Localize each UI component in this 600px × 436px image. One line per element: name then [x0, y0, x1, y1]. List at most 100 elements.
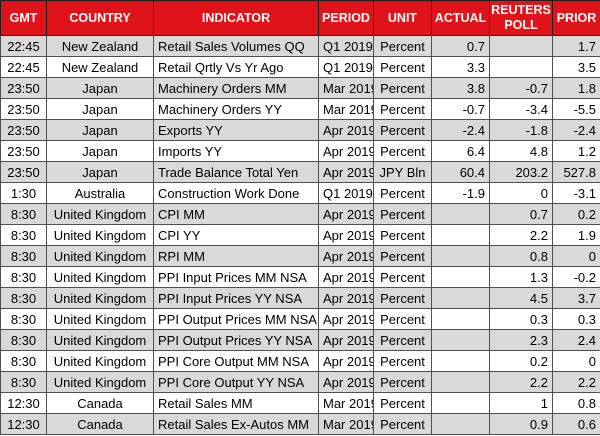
table-header-row: GMT COUNTRY INDICATOR PERIOD UNIT ACTUAL…: [0, 0, 600, 36]
cell-gmt: 12:30: [0, 392, 47, 414]
table-row: 8:30 United Kingdom CPI MM Apr 2019 Percent 0…: [0, 203, 600, 225]
cell-indicator: Retail Sales Ex-Autos MM: [153, 413, 319, 435]
cell-gmt: 8:30: [0, 371, 47, 393]
column-header-reuters-poll: REUTERS POLL: [489, 0, 553, 36]
cell-country: United Kingdom: [46, 245, 154, 267]
cell-unit: Percent: [373, 308, 432, 330]
table-row: 23:50 Japan Machinery Orders MM Mar 2019 Per…: [0, 77, 600, 99]
cell-indicator: Exports YY: [153, 119, 319, 141]
cell-gmt: 8:30: [0, 245, 47, 267]
cell-actual: 3.3: [431, 56, 490, 78]
cell-gmt: 22:45: [0, 35, 47, 57]
cell-actual: [431, 266, 490, 288]
cell-unit: Percent: [373, 35, 432, 57]
table-row: 12:30 Canada Retail Sales Ex-Autos MM Mar 2…: [0, 413, 600, 435]
cell-period: Mar 2019: [318, 392, 374, 414]
cell-prior: 0.3: [552, 308, 600, 330]
table-row: 1:30 Australia Construction Work Done Q1 20…: [0, 182, 600, 204]
cell-reuters-poll: 0.3: [489, 308, 553, 330]
cell-indicator: Trade Balance Total Yen: [153, 161, 319, 183]
cell-unit: Percent: [373, 77, 432, 99]
cell-country: United Kingdom: [46, 329, 154, 351]
cell-prior: 0.6: [552, 413, 600, 435]
cell-prior: 2.2: [552, 371, 600, 393]
cell-actual: [431, 350, 490, 372]
cell-gmt: 23:50: [0, 98, 47, 120]
cell-unit: Percent: [373, 98, 432, 120]
cell-gmt: 8:30: [0, 266, 47, 288]
cell-period: Q1 2019: [318, 56, 374, 78]
cell-country: Japan: [46, 140, 154, 162]
cell-prior: 2.4: [552, 329, 600, 351]
cell-unit: Percent: [373, 140, 432, 162]
cell-unit: Percent: [373, 119, 432, 141]
cell-prior: 1.9: [552, 224, 600, 246]
cell-reuters-poll: [489, 56, 553, 78]
cell-gmt: 8:30: [0, 308, 47, 330]
cell-prior: 1.8: [552, 77, 600, 99]
table-row: 8:30 United Kingdom PPI Core Output YY NSA…: [0, 371, 600, 393]
cell-unit: Percent: [373, 329, 432, 351]
table-row: 8:30 United Kingdom PPI Output Prices YY N…: [0, 329, 600, 351]
cell-period: Apr 2019: [318, 140, 374, 162]
table-row: 8:30 United Kingdom CPI YY Apr 2019 Percent 2…: [0, 224, 600, 246]
cell-reuters-poll: 0: [489, 182, 553, 204]
column-header-gmt: GMT: [0, 0, 47, 36]
cell-unit: Percent: [373, 392, 432, 414]
cell-indicator: PPI Input Prices MM NSA: [153, 266, 319, 288]
table-body: 22:45 New Zealand Retail Sales Volumes QQ Q…: [0, 35, 600, 435]
cell-period: Mar 2019: [318, 77, 374, 99]
table-row: 8:30 United Kingdom PPI Input Prices YY NS…: [0, 287, 600, 309]
cell-prior: 1.7: [552, 35, 600, 57]
cell-country: United Kingdom: [46, 203, 154, 225]
cell-period: Apr 2019: [318, 203, 374, 225]
cell-reuters-poll: 2.3: [489, 329, 553, 351]
cell-indicator: PPI Output Prices MM NSA: [153, 308, 319, 330]
cell-gmt: 23:50: [0, 77, 47, 99]
cell-actual: -2.4: [431, 119, 490, 141]
cell-unit: Percent: [373, 182, 432, 204]
cell-period: Apr 2019: [318, 308, 374, 330]
cell-actual: [431, 224, 490, 246]
cell-period: Apr 2019: [318, 161, 374, 183]
cell-gmt: 22:45: [0, 56, 47, 78]
cell-unit: Percent: [373, 371, 432, 393]
cell-prior: 0.8: [552, 392, 600, 414]
cell-country: Japan: [46, 161, 154, 183]
cell-period: Apr 2019: [318, 287, 374, 309]
cell-period: Mar 2019: [318, 98, 374, 120]
column-header-actual: ACTUAL: [431, 0, 490, 36]
cell-prior: 0.2: [552, 203, 600, 225]
cell-unit: JPY Bln: [373, 161, 432, 183]
cell-reuters-poll: -1.8: [489, 119, 553, 141]
table-header: GMT COUNTRY INDICATOR PERIOD UNIT ACTUAL…: [0, 0, 600, 36]
cell-reuters-poll: -0.7: [489, 77, 553, 99]
cell-period: Apr 2019: [318, 350, 374, 372]
cell-gmt: 23:50: [0, 119, 47, 141]
cell-indicator: PPI Output Prices YY NSA: [153, 329, 319, 351]
cell-actual: [431, 329, 490, 351]
cell-reuters-poll: 0.8: [489, 245, 553, 267]
cell-actual: [431, 203, 490, 225]
cell-gmt: 23:50: [0, 161, 47, 183]
cell-reuters-poll: 1: [489, 392, 553, 414]
column-header-country: COUNTRY: [46, 0, 154, 36]
cell-country: United Kingdom: [46, 308, 154, 330]
cell-period: Q1 2019: [318, 35, 374, 57]
cell-period: Apr 2019: [318, 224, 374, 246]
cell-country: Canada: [46, 413, 154, 435]
cell-prior: -5.5: [552, 98, 600, 120]
cell-prior: -2.4: [552, 119, 600, 141]
cell-gmt: 8:30: [0, 287, 47, 309]
cell-indicator: Retail Qrtly Vs Yr Ago: [153, 56, 319, 78]
cell-country: Australia: [46, 182, 154, 204]
cell-actual: 3.8: [431, 77, 490, 99]
cell-period: Apr 2019: [318, 329, 374, 351]
cell-gmt: 8:30: [0, 350, 47, 372]
cell-reuters-poll: 4.5: [489, 287, 553, 309]
cell-country: Japan: [46, 98, 154, 120]
cell-country: United Kingdom: [46, 287, 154, 309]
cell-prior: 527.8: [552, 161, 600, 183]
cell-unit: Percent: [373, 56, 432, 78]
